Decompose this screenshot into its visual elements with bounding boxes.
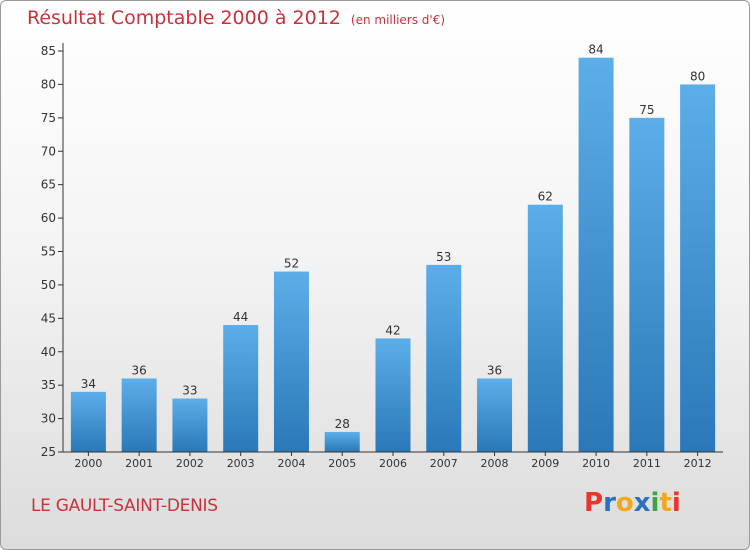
bar-2001 xyxy=(121,378,157,452)
data-label-2008: 36 xyxy=(487,363,502,377)
y-tick-label: 35 xyxy=(41,378,56,392)
logo-letter: i xyxy=(650,488,660,518)
bar-2009 xyxy=(527,204,563,452)
data-label-2003: 44 xyxy=(233,310,248,324)
bar-2010 xyxy=(578,57,614,452)
title-unit: (en milliers d'€) xyxy=(350,13,446,27)
x-tick-label-2004: 2004 xyxy=(277,457,305,470)
y-tick-label: 25 xyxy=(41,445,56,459)
logo-letter: t xyxy=(659,488,672,518)
y-tick-label: 80 xyxy=(41,77,56,91)
x-tick-label-2011: 2011 xyxy=(633,457,661,470)
data-label-2010: 84 xyxy=(588,43,603,57)
title-text: Résultat Comptable 2000 à 2012 xyxy=(27,7,341,29)
logo-letter: r xyxy=(603,488,616,518)
x-tick-label-2002: 2002 xyxy=(176,457,204,470)
x-tick-label-2007: 2007 xyxy=(430,457,458,470)
data-label-2012: 80 xyxy=(690,69,705,83)
bar-2012 xyxy=(680,84,716,453)
data-label-2000: 34 xyxy=(81,377,96,391)
y-tick-label: 40 xyxy=(41,345,56,359)
data-label-2007: 53 xyxy=(436,250,451,264)
x-tick-label-2012: 2012 xyxy=(684,457,712,470)
logo-letter: o xyxy=(615,488,634,518)
logo-letter: x xyxy=(633,488,651,518)
bar-2005 xyxy=(324,431,360,452)
data-label-2009: 62 xyxy=(538,190,553,204)
bars: 34 36 33 44 52 28 42 53 36 62 84 75 80 xyxy=(70,43,716,453)
data-label-2001: 36 xyxy=(132,363,147,377)
y-axis: 25 30 35 40 45 50 55 60 65 70 75 80 85 xyxy=(41,43,64,459)
y-tick-label: 75 xyxy=(41,111,56,125)
y-tick-label: 70 xyxy=(41,144,56,158)
x-tick-label-2003: 2003 xyxy=(227,457,255,470)
y-tick-label: 60 xyxy=(41,211,56,225)
bar-2004 xyxy=(273,271,309,452)
x-tick-label-2000: 2000 xyxy=(74,457,102,470)
bar-2002 xyxy=(172,398,208,452)
x-tick-label-2008: 2008 xyxy=(481,457,509,470)
proxiti-logo: Proxiti xyxy=(584,488,681,518)
y-tick-label: 30 xyxy=(41,412,56,426)
commune-name: LE GAULT-SAINT-DENIS xyxy=(31,496,218,516)
x-tick-label-2009: 2009 xyxy=(531,457,559,470)
y-tick-label: 50 xyxy=(41,278,56,292)
data-label-2006: 42 xyxy=(385,323,400,337)
y-tick-label: 55 xyxy=(41,245,56,259)
bar-2003 xyxy=(223,325,259,452)
bar-2008 xyxy=(477,378,513,452)
x-tick-label-2006: 2006 xyxy=(379,457,407,470)
x-tick-label-2005: 2005 xyxy=(328,457,356,470)
y-tick-label: 65 xyxy=(41,178,56,192)
y-tick-label: 85 xyxy=(41,44,56,58)
bar-2007 xyxy=(426,264,462,452)
data-label-2005: 28 xyxy=(335,417,350,431)
bar-2011 xyxy=(629,117,665,452)
bar-2006 xyxy=(375,338,411,452)
data-label-2011: 75 xyxy=(639,103,654,117)
bar-2000 xyxy=(70,391,106,452)
data-label-2004: 52 xyxy=(284,257,299,271)
logo-letter: P xyxy=(584,488,604,518)
x-tick-label-2001: 2001 xyxy=(125,457,153,470)
x-axis: 2000 2001 2002 2003 2004 2005 2006 2007 2008 2009… xyxy=(63,451,723,470)
chart-title: Résultat Comptable 2000 à 2012 (en millie… xyxy=(27,7,445,29)
x-tick-label-2010: 2010 xyxy=(582,457,610,470)
data-label-2002: 33 xyxy=(182,384,197,398)
logo-letter: i xyxy=(671,488,681,518)
y-tick-label: 45 xyxy=(41,311,56,325)
